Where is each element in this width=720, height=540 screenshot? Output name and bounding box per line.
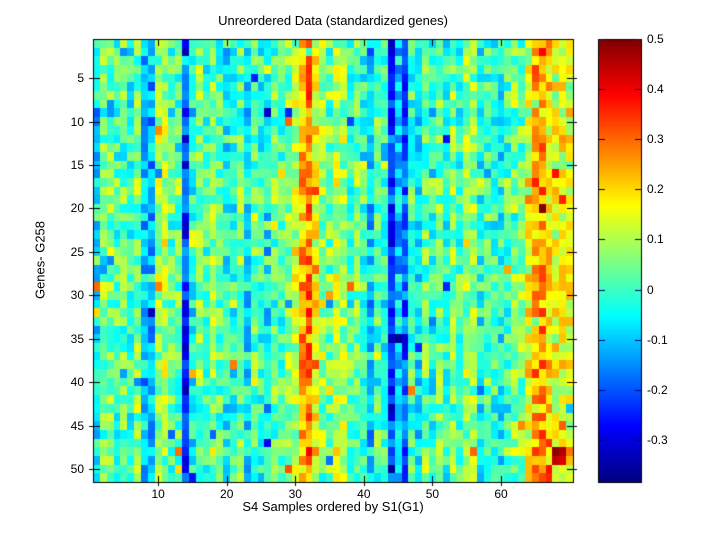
y-tick-label: 40 [70, 375, 84, 390]
y-axis-label: Genes- G258 [32, 220, 48, 300]
colorbar-tick-label: -0.1 [647, 332, 668, 347]
y-tick-label: 10 [70, 114, 84, 129]
y-tick-label: 35 [70, 331, 84, 346]
x-tick-label: 30 [288, 487, 302, 501]
y-tick-label: 25 [70, 244, 84, 259]
colorbar-tick-label: 0.4 [647, 82, 664, 97]
y-tick-label: 15 [70, 157, 84, 172]
y-tick-label: 50 [70, 461, 84, 476]
chart-title: Unreordered Data (standardized genes) [218, 13, 448, 28]
x-tick-label: 20 [220, 487, 234, 501]
colorbar-tick-label: 0.5 [647, 32, 664, 46]
y-tick-label: 45 [70, 418, 84, 433]
x-tick-label: 60 [494, 487, 508, 501]
colorbar-tick-label: 0.1 [647, 232, 664, 247]
x-tick-label: 40 [357, 487, 371, 501]
colorbar-tick-label: 0.3 [647, 132, 664, 147]
colorbar-tick-label: -0.3 [647, 432, 668, 447]
colorbar-tick-label: 0 [647, 282, 654, 297]
y-tick-label: 5 [77, 71, 84, 86]
y-tick-label: 20 [70, 201, 84, 216]
colorbar-tick-label: -0.2 [647, 382, 668, 397]
x-tick-label: 50 [425, 487, 440, 501]
y-tick-label: 30 [70, 288, 84, 303]
x-axis-label: S4 Samples ordered by S1(G1) [242, 499, 424, 514]
colorbar-tick-label: 0.2 [647, 182, 664, 197]
x-tick-label: 10 [151, 487, 165, 501]
